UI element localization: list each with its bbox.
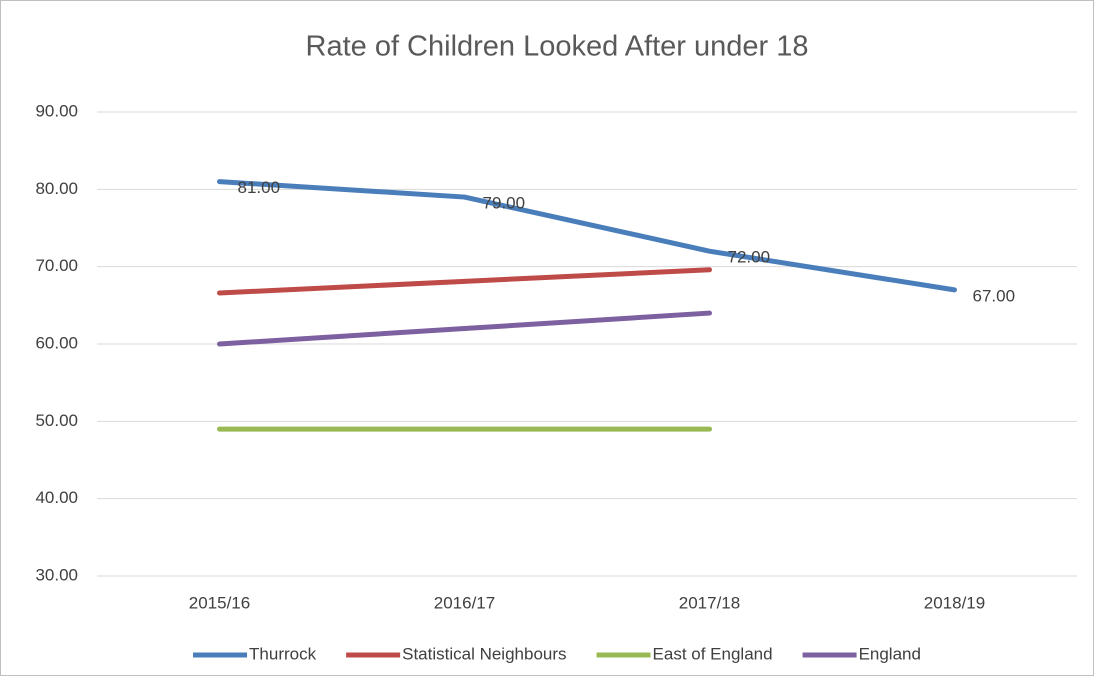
- legend-item: Thurrock: [193, 644, 317, 663]
- chart-title: Rate of Children Looked After under 18: [306, 31, 809, 63]
- data-label: 79.00: [483, 194, 526, 213]
- legend-item: Statistical Neighbours: [346, 644, 567, 663]
- y-tick-label: 50.00: [35, 411, 78, 430]
- legend-label: East of England: [653, 644, 773, 663]
- data-label: 67.00: [973, 286, 1016, 305]
- legend-label: Statistical Neighbours: [402, 644, 566, 663]
- legend-item: East of England: [596, 644, 773, 663]
- y-tick-label: 70.00: [35, 256, 78, 275]
- series-line: [217, 179, 957, 293]
- series-line: [217, 310, 712, 347]
- data-label: 81.00: [238, 178, 281, 197]
- x-tick-label: 2016/17: [434, 593, 495, 612]
- y-tick-label: 60.00: [35, 333, 78, 352]
- y-tick-label: 40.00: [35, 488, 78, 507]
- legend-label: England: [859, 644, 921, 663]
- x-tick-label: 2015/16: [189, 593, 250, 612]
- series-line: [217, 267, 712, 296]
- data-label: 72.00: [728, 248, 771, 267]
- y-tick-label: 30.00: [35, 565, 78, 584]
- legend-item: England: [802, 644, 921, 663]
- y-tick-label: 90.00: [35, 101, 78, 120]
- x-tick-label: 2017/18: [679, 593, 740, 612]
- x-tick-label: 2018/19: [924, 593, 985, 612]
- legend-label: Thurrock: [249, 644, 317, 663]
- y-tick-label: 80.00: [35, 179, 78, 198]
